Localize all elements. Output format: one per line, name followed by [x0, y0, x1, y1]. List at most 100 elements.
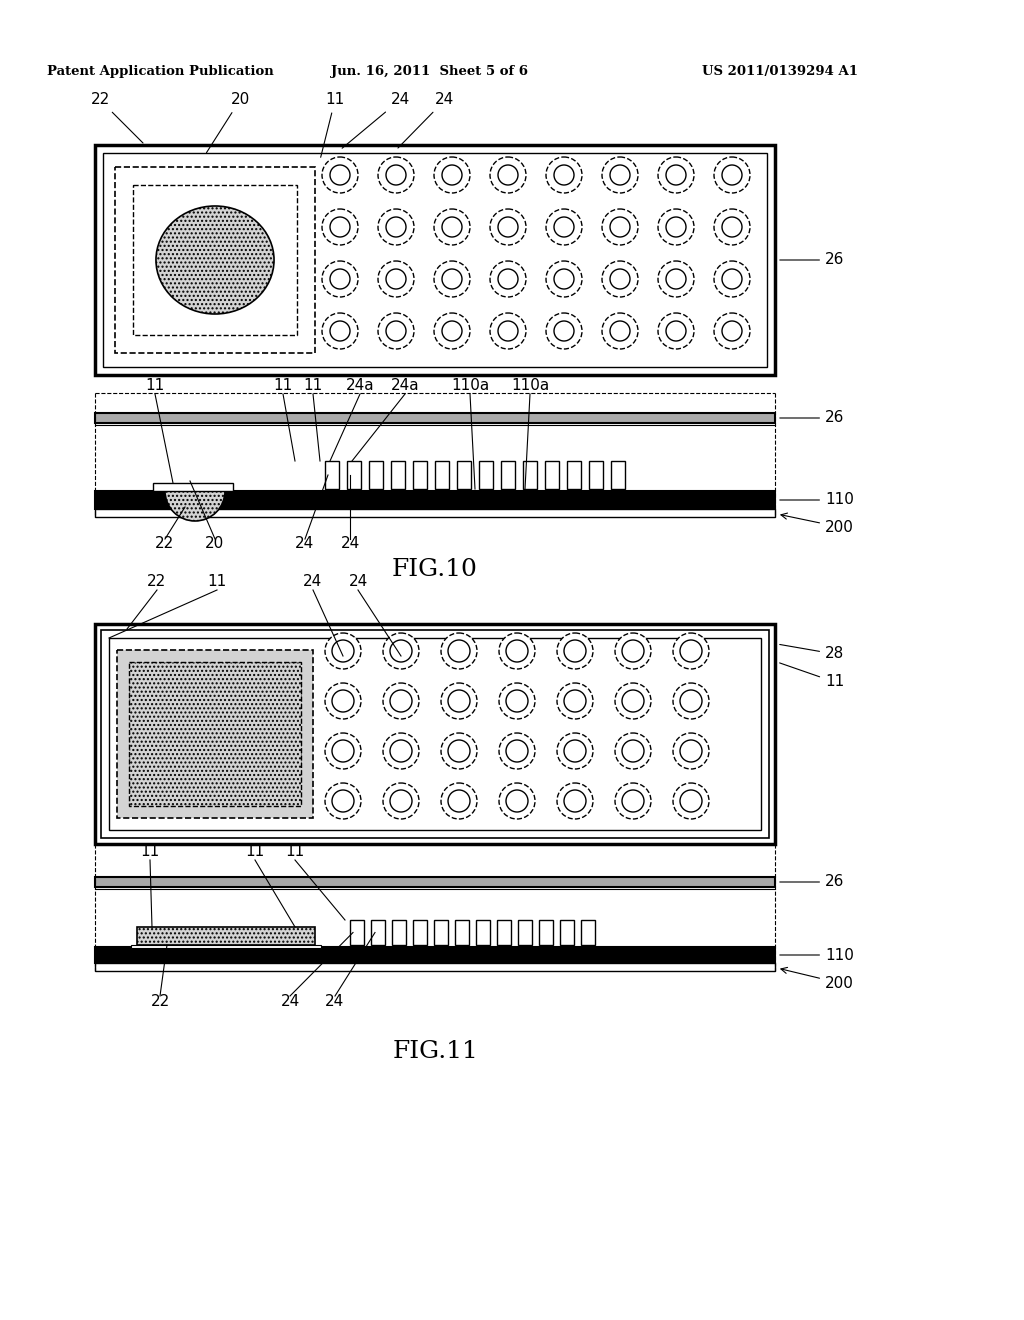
Circle shape [322, 313, 358, 348]
Text: 11: 11 [779, 663, 844, 689]
Circle shape [610, 216, 630, 238]
Circle shape [602, 313, 638, 348]
Text: 200: 200 [781, 968, 854, 990]
Circle shape [441, 634, 477, 669]
Circle shape [332, 789, 354, 812]
Bar [611, 461, 625, 488]
Circle shape [602, 261, 638, 297]
Circle shape [602, 157, 638, 193]
Bar [95, 876, 775, 887]
Text: 110a: 110a [511, 379, 549, 393]
Circle shape [325, 682, 361, 719]
Circle shape [386, 165, 406, 185]
Circle shape [434, 261, 470, 297]
Text: 22: 22 [156, 536, 175, 552]
Circle shape [506, 640, 528, 663]
Circle shape [441, 783, 477, 818]
Circle shape [557, 634, 593, 669]
Circle shape [386, 269, 406, 289]
Circle shape [325, 783, 361, 818]
Circle shape [557, 783, 593, 818]
Bar [153, 483, 233, 491]
Wedge shape [165, 491, 225, 521]
Bar [369, 461, 383, 488]
Bar [501, 461, 515, 488]
Circle shape [622, 741, 644, 762]
Circle shape [622, 690, 644, 711]
Text: 22: 22 [151, 994, 170, 1008]
Bar [457, 461, 471, 488]
Circle shape [442, 165, 462, 185]
Bar [95, 964, 775, 972]
Circle shape [449, 640, 470, 663]
Text: 11: 11 [208, 574, 226, 590]
Bar [109, 638, 761, 830]
Circle shape [506, 690, 528, 711]
Text: 110: 110 [780, 948, 854, 962]
Bar [392, 920, 406, 945]
Circle shape [673, 733, 709, 770]
Circle shape [610, 269, 630, 289]
Text: FIG.11: FIG.11 [392, 1040, 478, 1063]
Text: 11: 11 [303, 379, 323, 393]
Text: FIG.10: FIG.10 [392, 557, 478, 581]
Text: 24: 24 [398, 92, 455, 148]
Circle shape [386, 216, 406, 238]
Circle shape [499, 634, 535, 669]
Circle shape [554, 269, 574, 289]
Circle shape [386, 321, 406, 341]
Bar [518, 920, 532, 945]
Circle shape [673, 783, 709, 818]
Bar [95, 624, 775, 843]
Bar [95, 946, 775, 964]
Circle shape [322, 209, 358, 246]
Text: 110a: 110a [451, 379, 489, 393]
Text: 24: 24 [295, 536, 314, 552]
Text: 26: 26 [780, 411, 845, 425]
Circle shape [615, 783, 651, 818]
Circle shape [666, 269, 686, 289]
Circle shape [490, 209, 526, 246]
Circle shape [378, 157, 414, 193]
Text: 24: 24 [340, 536, 359, 552]
Circle shape [714, 157, 750, 193]
Text: Patent Application Publication: Patent Application Publication [47, 66, 273, 78]
Circle shape [390, 741, 412, 762]
Circle shape [506, 741, 528, 762]
Circle shape [673, 634, 709, 669]
Circle shape [499, 682, 535, 719]
Text: 24a: 24a [346, 379, 375, 393]
Circle shape [666, 165, 686, 185]
Bar [391, 461, 406, 488]
Circle shape [383, 634, 419, 669]
Circle shape [332, 741, 354, 762]
Circle shape [330, 216, 350, 238]
Bar [560, 920, 574, 945]
Circle shape [390, 690, 412, 711]
Bar [413, 920, 427, 945]
Text: 24: 24 [342, 92, 410, 148]
Text: US 2011/0139294 A1: US 2011/0139294 A1 [702, 66, 858, 78]
Circle shape [722, 165, 742, 185]
Circle shape [378, 261, 414, 297]
Circle shape [498, 269, 518, 289]
Circle shape [714, 209, 750, 246]
Text: 24: 24 [348, 574, 368, 590]
Bar [435, 461, 449, 488]
Circle shape [680, 741, 702, 762]
Bar [129, 663, 301, 807]
Circle shape [666, 321, 686, 341]
Circle shape [490, 157, 526, 193]
Circle shape [442, 321, 462, 341]
Circle shape [557, 682, 593, 719]
Circle shape [602, 209, 638, 246]
Text: 11: 11 [286, 845, 304, 859]
Circle shape [564, 789, 586, 812]
Circle shape [564, 690, 586, 711]
Circle shape [442, 216, 462, 238]
Text: 24: 24 [281, 994, 300, 1008]
Circle shape [564, 640, 586, 663]
Circle shape [666, 216, 686, 238]
Text: 200: 200 [781, 513, 854, 535]
Bar [497, 920, 511, 945]
